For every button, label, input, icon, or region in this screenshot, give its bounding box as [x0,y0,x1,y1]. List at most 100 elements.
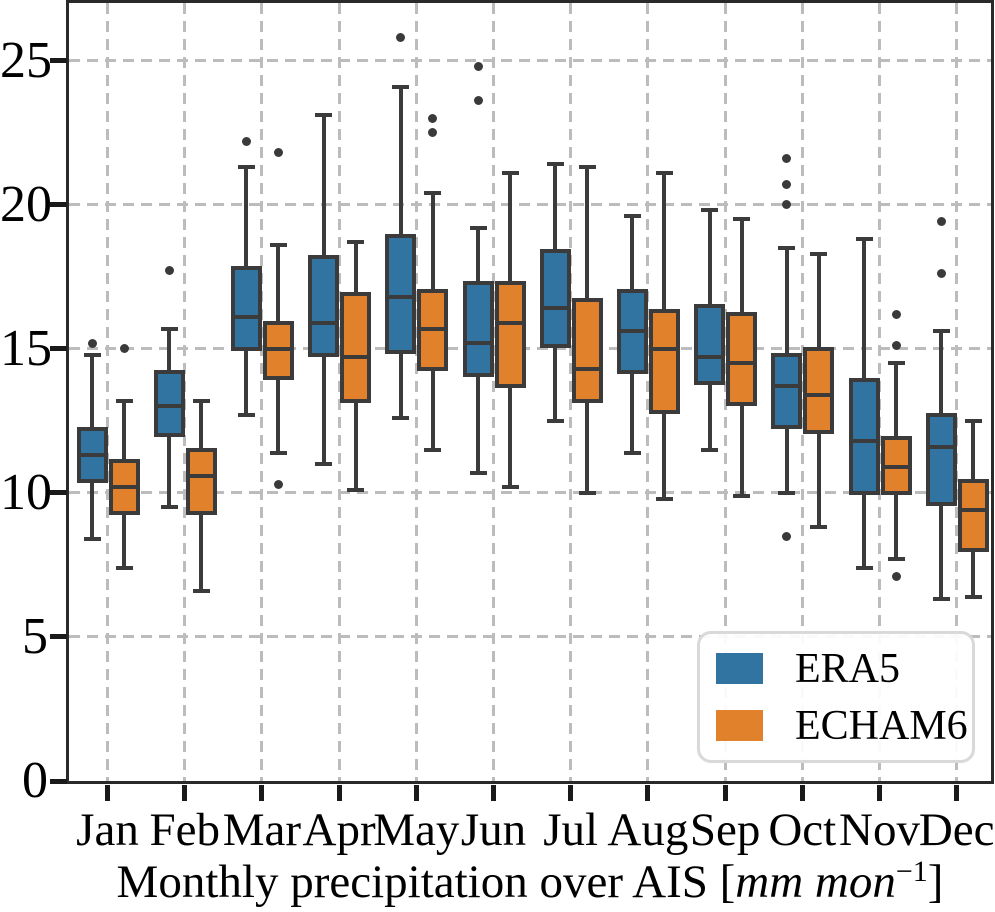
x-tick-mark [413,785,419,801]
whisker-cap-lo-era5-apr [315,462,333,467]
v-gridline [723,3,727,781]
median-echam6-jan [112,485,136,490]
v-gridline [800,3,804,781]
whisker-cap-lo-echam6-aug [655,496,673,501]
whisker-cap-hi-era5-apr [315,113,333,118]
x-tick-label: Jul [543,804,599,856]
y-tick-mark [50,346,67,352]
median-echam6-oct [807,392,831,397]
whisker-cap-hi-echam6-mar [269,243,287,248]
legend-label-echam6: ECHAM6 [795,702,968,749]
median-echam6-apr [344,355,368,360]
median-echam6-mar [266,346,290,351]
whisker-cap-hi-echam6-may [424,191,442,196]
box-echam6-oct [803,346,835,435]
x-tick-label: Nov [839,804,920,856]
box-era5-nov [848,378,880,495]
outlier-era5-dec [936,269,946,279]
median-echam6-nov [884,464,908,469]
whisker-cap-lo-era5-nov [855,565,873,570]
median-echam6-may [421,326,445,331]
legend-row-era5: ERA5 [700,647,972,691]
whisker-cap-hi-echam6-oct [810,251,828,256]
x-tick-mark [568,785,574,801]
box-echam6-dec [957,479,989,553]
x-tick-mark [259,785,265,801]
whisker-cap-hi-echam6-dec [964,418,982,423]
v-gridline [337,3,341,781]
x-axis-title: Monthly precipitation over AIS [mm mon−1… [66,855,994,909]
median-era5-jan [80,453,104,458]
y-tick-mark [50,202,67,208]
x-axis-title-unit: mm mon [735,856,896,908]
x-tick-mark [336,785,342,801]
h-gridline [69,347,991,351]
box-era5-dec [925,413,957,507]
x-tick-mark [722,785,728,801]
whisker-cap-lo-echam6-nov [887,557,905,562]
median-era5-nov [852,438,876,443]
x-tick-label: Jan [76,804,139,856]
whisker-cap-hi-era5-oct [778,245,796,250]
whisker-cap-hi-echam6-sep [733,217,751,222]
whisker-cap-hi-era5-jun [469,225,487,230]
y-tick-label: 5 [22,607,48,665]
whisker-cap-hi-echam6-feb [192,398,210,403]
box-era5-may [385,234,417,354]
whisker-cap-lo-era5-feb [160,505,178,510]
whisker-cap-hi-era5-feb [160,326,178,331]
whisker-cap-lo-era5-jun [469,470,487,475]
x-tick-label: Aug [607,804,689,856]
whisker-cap-lo-echam6-apr [347,487,365,492]
box-echam6-sep [726,312,758,406]
outlier-echam6-nov [891,309,901,319]
box-era5-jul [539,248,571,348]
x-tick-label: Mar [222,804,302,856]
outlier-era5-jan [87,338,97,348]
whisker-cap-lo-echam6-mar [269,450,287,455]
y-tick-label: 0 [22,752,48,809]
box-era5-sep [694,303,726,386]
median-era5-feb [157,404,181,409]
whisker-cap-lo-echam6-oct [810,525,828,530]
outlier-echam6-may [428,113,438,123]
v-gridline [646,3,650,781]
outlier-era5-dec [936,217,946,227]
x-tick-label: Apr [302,804,376,856]
x-tick-label: Sep [689,804,761,856]
v-gridline [260,3,264,781]
h-gridline [69,59,991,63]
legend-swatch-era5 [716,653,763,684]
x-axis-title-suffix: ] [927,856,944,908]
y-tick-mark [50,490,67,496]
box-era5-mar [230,266,262,351]
whisker-cap-lo-echam6-jul [578,490,596,495]
x-tick-label: May [373,804,460,856]
x-tick-mark [105,785,110,801]
outlier-era5-may [396,33,406,43]
x-tick-mark [491,785,496,801]
median-echam6-feb [189,473,213,478]
outlier-echam6-mar [273,148,283,158]
outlier-echam6-may [428,128,438,138]
median-era5-apr [312,320,336,325]
box-echam6-feb [185,447,217,516]
box-era5-jun [462,280,494,377]
median-era5-may [389,294,413,299]
median-era5-jul [543,306,567,311]
outlier-era5-oct [782,154,792,164]
median-era5-jun [466,341,490,345]
v-gridline [414,3,418,781]
whisker-cap-lo-era5-may [392,415,410,420]
median-era5-sep [698,355,722,360]
y-tick-mark [50,778,67,784]
whisker-cap-hi-era5-mar [237,165,255,170]
median-echam6-sep [730,361,754,366]
x-tick-label: Jun [460,804,527,856]
box-echam6-jul [571,297,603,403]
box-echam6-aug [648,309,680,415]
box-era5-feb [153,369,185,438]
box-era5-apr [308,254,340,357]
x-tick-label: Dec [918,804,995,856]
